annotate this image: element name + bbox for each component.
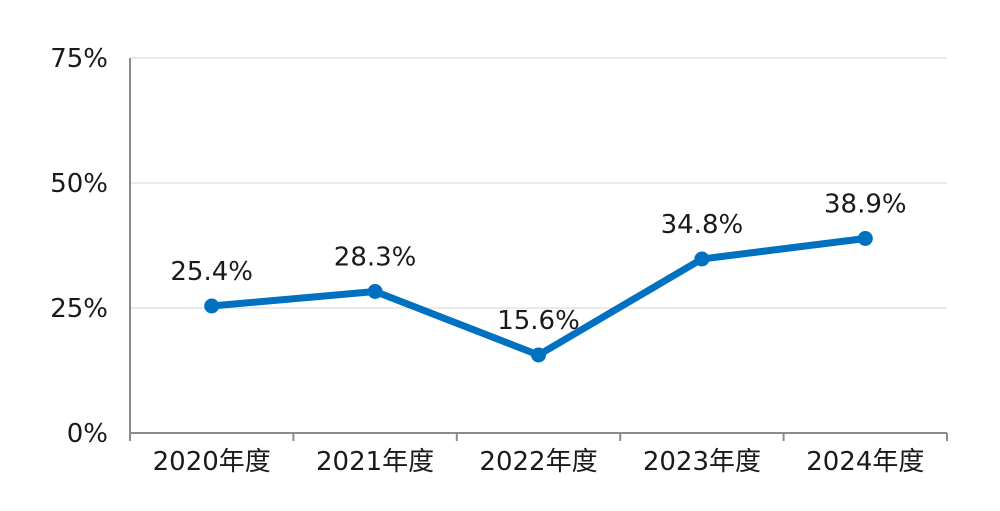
data-point xyxy=(857,231,873,246)
x-tick-label: 2023年度 xyxy=(643,447,761,477)
data-label: 38.9% xyxy=(824,190,907,220)
data-label: 34.8% xyxy=(661,210,744,240)
data-point xyxy=(204,298,220,314)
data-label: 28.3% xyxy=(334,243,417,273)
x-tick-label: 2022年度 xyxy=(479,447,597,477)
y-tick-label: 25% xyxy=(50,294,108,324)
data-point xyxy=(694,251,710,267)
x-tick-label: 2020年度 xyxy=(153,447,271,477)
series-line xyxy=(208,235,869,359)
y-tick-label: 50% xyxy=(50,169,108,199)
data-label: 25.4% xyxy=(170,257,253,287)
data-point xyxy=(367,284,383,299)
data-point xyxy=(531,347,546,363)
x-tick-label: 2024年度 xyxy=(806,447,924,477)
y-tick-label: 75% xyxy=(50,44,108,74)
data-label: 15.6% xyxy=(497,306,580,336)
x-tick-label: 2021年度 xyxy=(316,447,434,477)
y-tick-label: 0% xyxy=(67,419,108,449)
